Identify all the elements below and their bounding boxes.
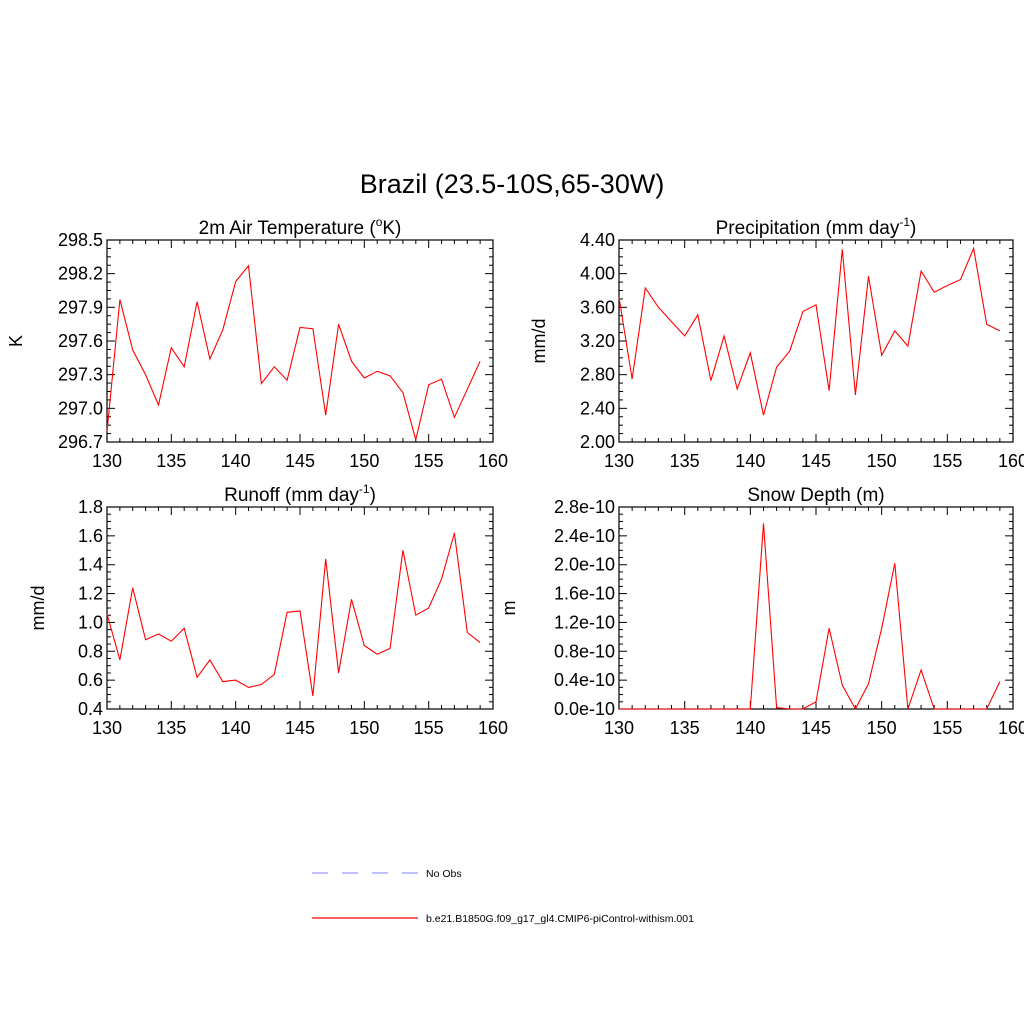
y-tick-label: 0.0e-10 bbox=[554, 699, 615, 719]
y-tick-label: 296.7 bbox=[58, 432, 103, 452]
x-tick-label: 155 bbox=[414, 451, 444, 471]
main-title: Brazil (23.5-10S,65-30W) bbox=[360, 169, 665, 199]
y-tick-label: 0.4 bbox=[78, 699, 103, 719]
y-tick-label: 0.4e-10 bbox=[554, 670, 615, 690]
x-tick-label: 135 bbox=[670, 718, 700, 738]
panels: 2m Air Temperature (oK)130 135 140 145 150 15… bbox=[6, 215, 1024, 738]
x-tick-label: 135 bbox=[670, 451, 700, 471]
y-tick-label: 297.0 bbox=[58, 398, 103, 418]
panel-title-end: ) bbox=[910, 218, 916, 239]
x-tick-label: 135 bbox=[156, 718, 186, 738]
y-tick-label: 4.40 bbox=[580, 230, 615, 250]
y-tick-label: 3.60 bbox=[580, 297, 615, 317]
x-tick-label: 150 bbox=[349, 718, 379, 738]
panel-title: 2m Air Temperature (oK) bbox=[199, 215, 402, 239]
y-tick-label: 2.80 bbox=[580, 365, 615, 385]
panel-title-main: Snow Depth (m) bbox=[747, 485, 884, 506]
y-tick-label: 1.0 bbox=[78, 612, 103, 632]
y-tick-label: 0.6 bbox=[78, 670, 103, 690]
panel-title: Precipitation (mm day-1) bbox=[716, 215, 917, 239]
plot-frame bbox=[618, 239, 1014, 443]
panel-title-main: Runoff (mm day bbox=[224, 485, 359, 506]
y-tick-label: 297.9 bbox=[58, 297, 103, 317]
x-tick-label: 135 bbox=[156, 451, 186, 471]
x-tick-label: 140 bbox=[221, 718, 251, 738]
series-line-model bbox=[618, 246, 1001, 416]
panel-title-superscript: -1 bbox=[899, 215, 910, 229]
y-axis-label: K bbox=[6, 335, 26, 347]
y-tick-label: 2.8e-10 bbox=[554, 497, 615, 517]
y-tick-label: 1.2 bbox=[78, 584, 103, 604]
x-tick-label: 130 bbox=[604, 718, 634, 738]
x-tick-label: 160 bbox=[998, 451, 1024, 471]
y-axis-label: m bbox=[499, 601, 519, 616]
y-axis-label: mm/d bbox=[529, 319, 549, 364]
panel-title-superscript: -1 bbox=[359, 482, 370, 496]
y-tick-label: 297.3 bbox=[58, 365, 103, 385]
y-tick-label: 3.20 bbox=[580, 331, 615, 351]
y-tick-label: 1.2e-10 bbox=[554, 612, 615, 632]
x-tick-label: 160 bbox=[478, 718, 508, 738]
panel-title-end: K) bbox=[382, 218, 401, 239]
panel-title-superscript: o bbox=[376, 215, 383, 229]
panel-2: Precipitation (mm day-1) 130 135 140 145 150 1… bbox=[529, 215, 1024, 471]
y-tick-label: 1.8 bbox=[78, 497, 103, 517]
y-tick-label: 2.0e-10 bbox=[554, 555, 615, 575]
panel-1: 2m Air Temperature (oK) 130 135 140 145 150 15… bbox=[6, 215, 508, 471]
x-tick-label: 140 bbox=[221, 451, 251, 471]
x-tick-label: 130 bbox=[604, 451, 634, 471]
x-tick-label: 145 bbox=[801, 718, 831, 738]
y-tick-label: 4.00 bbox=[580, 264, 615, 284]
x-tick-label: 130 bbox=[92, 451, 122, 471]
x-tick-label: 155 bbox=[932, 718, 962, 738]
x-tick-label: 145 bbox=[285, 718, 315, 738]
plot-frame bbox=[106, 506, 494, 710]
legend: No Obs b.e21.B1850G.f09_g17_gl4.CMIP6-piC… bbox=[312, 868, 694, 925]
panel-title-main: 2m Air Temperature ( bbox=[199, 218, 377, 239]
x-tick-label: 155 bbox=[414, 718, 444, 738]
panel-title: Runoff (mm day-1) bbox=[224, 482, 376, 506]
x-tick-label: 150 bbox=[349, 451, 379, 471]
x-tick-label: 145 bbox=[801, 451, 831, 471]
y-axis-label: mm/d bbox=[28, 586, 48, 631]
series-line-model bbox=[619, 523, 1001, 711]
x-tick-label: 140 bbox=[735, 451, 765, 471]
y-tick-label: 0.8e-10 bbox=[554, 641, 615, 661]
panel-title-main: Precipitation (mm day bbox=[716, 218, 900, 239]
x-tick-label: 150 bbox=[867, 718, 897, 738]
y-tick-label: 298.2 bbox=[58, 264, 103, 284]
legend-label-1: No Obs bbox=[426, 868, 462, 880]
plot-frame bbox=[618, 506, 1014, 710]
y-tick-label: 298.5 bbox=[58, 230, 103, 250]
series-line-model bbox=[106, 264, 481, 440]
panel-title-end: ) bbox=[370, 485, 376, 506]
y-tick-label: 2.40 bbox=[580, 398, 615, 418]
y-tick-label: 1.6e-10 bbox=[554, 584, 615, 604]
plot-frame bbox=[106, 239, 494, 443]
y-tick-label: 2.4e-10 bbox=[554, 526, 615, 546]
y-tick-label: 0.8 bbox=[78, 641, 103, 661]
panel-title: Snow Depth (m) bbox=[747, 485, 884, 506]
x-tick-label: 155 bbox=[932, 451, 962, 471]
y-tick-label: 1.4 bbox=[78, 555, 103, 575]
x-tick-label: 160 bbox=[998, 718, 1024, 738]
x-tick-label: 130 bbox=[92, 718, 122, 738]
panel-4: Snow Depth (m) 130 135 140 145 150 155 160 0.0e-… bbox=[499, 485, 1024, 738]
legend-label-2: b.e21.B1850G.f09_g17_gl4.CMIP6-piControl… bbox=[426, 913, 694, 925]
x-tick-label: 150 bbox=[867, 451, 897, 471]
y-tick-label: 2.00 bbox=[580, 432, 615, 452]
series-line-model bbox=[106, 532, 481, 697]
panel-3: Runoff (mm day-1) 130 135 140 145 150 155 160 0.… bbox=[28, 482, 508, 738]
y-tick-label: 1.6 bbox=[78, 526, 103, 546]
x-tick-label: 140 bbox=[735, 718, 765, 738]
y-tick-label: 297.6 bbox=[58, 331, 103, 351]
x-tick-label: 160 bbox=[478, 451, 508, 471]
x-tick-label: 145 bbox=[285, 451, 315, 471]
